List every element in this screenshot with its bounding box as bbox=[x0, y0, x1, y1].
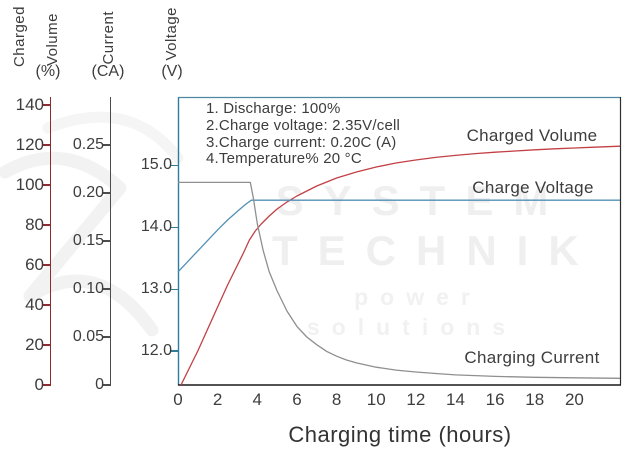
voltage-tick-label: 15.0 bbox=[140, 156, 172, 174]
current-axis-line bbox=[110, 97, 112, 386]
volume-axis-line bbox=[50, 97, 52, 386]
x-axis-title: Charging time (hours) bbox=[288, 422, 512, 447]
logo-swoosh-path bbox=[0, 151, 159, 337]
voltage-tick-label: 13.0 bbox=[140, 279, 172, 297]
x-tick-label: 2 bbox=[212, 390, 223, 409]
volume-tick-label: 20 bbox=[25, 334, 44, 354]
voltage-tick-mark bbox=[171, 164, 178, 167]
note-line-4: 4.Temperature% 20 °C bbox=[206, 150, 362, 168]
watermark-line-3: power solutions bbox=[306, 284, 518, 340]
x-tick-label: 0 bbox=[173, 390, 183, 409]
charged-volume-curve-label: Charged Volume bbox=[466, 126, 598, 145]
charge-voltage-curve-label: Charge Voltage bbox=[472, 178, 594, 197]
current-tick-label: 0.25 bbox=[72, 135, 104, 153]
current-tick-label: 0.10 bbox=[72, 279, 104, 297]
watermark-line-2: TECHNIK bbox=[272, 227, 599, 274]
x-tick-label: 20 bbox=[564, 390, 584, 409]
current-tick-label: 0.15 bbox=[72, 231, 104, 249]
note-line-3: 3.Charge current: 0.20C (A) bbox=[206, 133, 397, 151]
charging-current-curve-label: Charging Current bbox=[464, 348, 600, 367]
volume-tick-mark bbox=[43, 304, 50, 306]
current-tick-mark bbox=[103, 288, 110, 290]
volume-tick-mark bbox=[43, 384, 50, 386]
volume-tick-label: 0 bbox=[34, 374, 44, 394]
current-tick-mark bbox=[103, 192, 110, 194]
voltage-tick-mark bbox=[171, 288, 178, 290]
x-tick-label: 6 bbox=[292, 390, 302, 409]
x-tick-label: 8 bbox=[331, 390, 342, 409]
current-tick-mark bbox=[103, 240, 110, 242]
x-tick-label: 14 bbox=[446, 390, 465, 409]
x-tick-label: 10 bbox=[366, 390, 386, 409]
voltage-tick-label: 14.0 bbox=[140, 217, 172, 235]
volume-axis-unit: (%) bbox=[35, 63, 61, 80]
x-tick-label: 18 bbox=[525, 390, 545, 409]
charging-current-curve bbox=[178, 181, 621, 379]
current-tick-mark bbox=[103, 384, 110, 386]
current-tick-mark bbox=[103, 336, 110, 338]
volume-tick-label: 140 bbox=[15, 94, 44, 114]
volume-tick-label: 120 bbox=[15, 134, 44, 154]
volume-tick-mark bbox=[43, 184, 50, 186]
voltage-tick-mark bbox=[171, 226, 178, 229]
current-axis-unit: (CA) bbox=[91, 63, 125, 80]
volume-tick-label: 40 bbox=[25, 294, 44, 314]
volume-tick-mark bbox=[43, 104, 50, 106]
volume-tick-mark bbox=[43, 264, 50, 266]
x-tick-label: 4 bbox=[252, 390, 263, 409]
note-line-2: 2.Charge voltage: 2.35V/cell bbox=[206, 116, 401, 134]
current-tick-label: 0.20 bbox=[72, 183, 104, 201]
voltage-axis-unit: (V) bbox=[161, 63, 183, 80]
curves-group bbox=[177, 145, 621, 386]
volume-tick-mark bbox=[43, 224, 50, 226]
x-tick-label: 12 bbox=[406, 390, 426, 409]
volume-tick-label: 80 bbox=[25, 214, 44, 234]
voltage-tick-mark bbox=[171, 350, 178, 352]
charged-volume-curve bbox=[180, 145, 621, 386]
volume-tick-mark bbox=[43, 144, 50, 146]
current-tick-label: 0 bbox=[95, 375, 104, 393]
voltage-tick-label: 12.0 bbox=[140, 341, 172, 359]
test-conditions-note: 1. Discharge: 100% 2.Charge voltage: 2.3… bbox=[206, 100, 401, 168]
charge-voltage-curve bbox=[177, 199, 620, 273]
current-tick-mark bbox=[103, 144, 110, 146]
current-tick-label: 0.05 bbox=[72, 327, 104, 345]
volume-tick-label: 100 bbox=[15, 174, 44, 194]
note-line-1: 1. Discharge: 100% bbox=[206, 100, 341, 117]
volume-tick-mark bbox=[43, 344, 50, 346]
logo-swoosh-arc bbox=[42, 111, 184, 164]
x-tick-label: 16 bbox=[485, 390, 505, 409]
volume-tick-label: 60 bbox=[25, 254, 44, 274]
